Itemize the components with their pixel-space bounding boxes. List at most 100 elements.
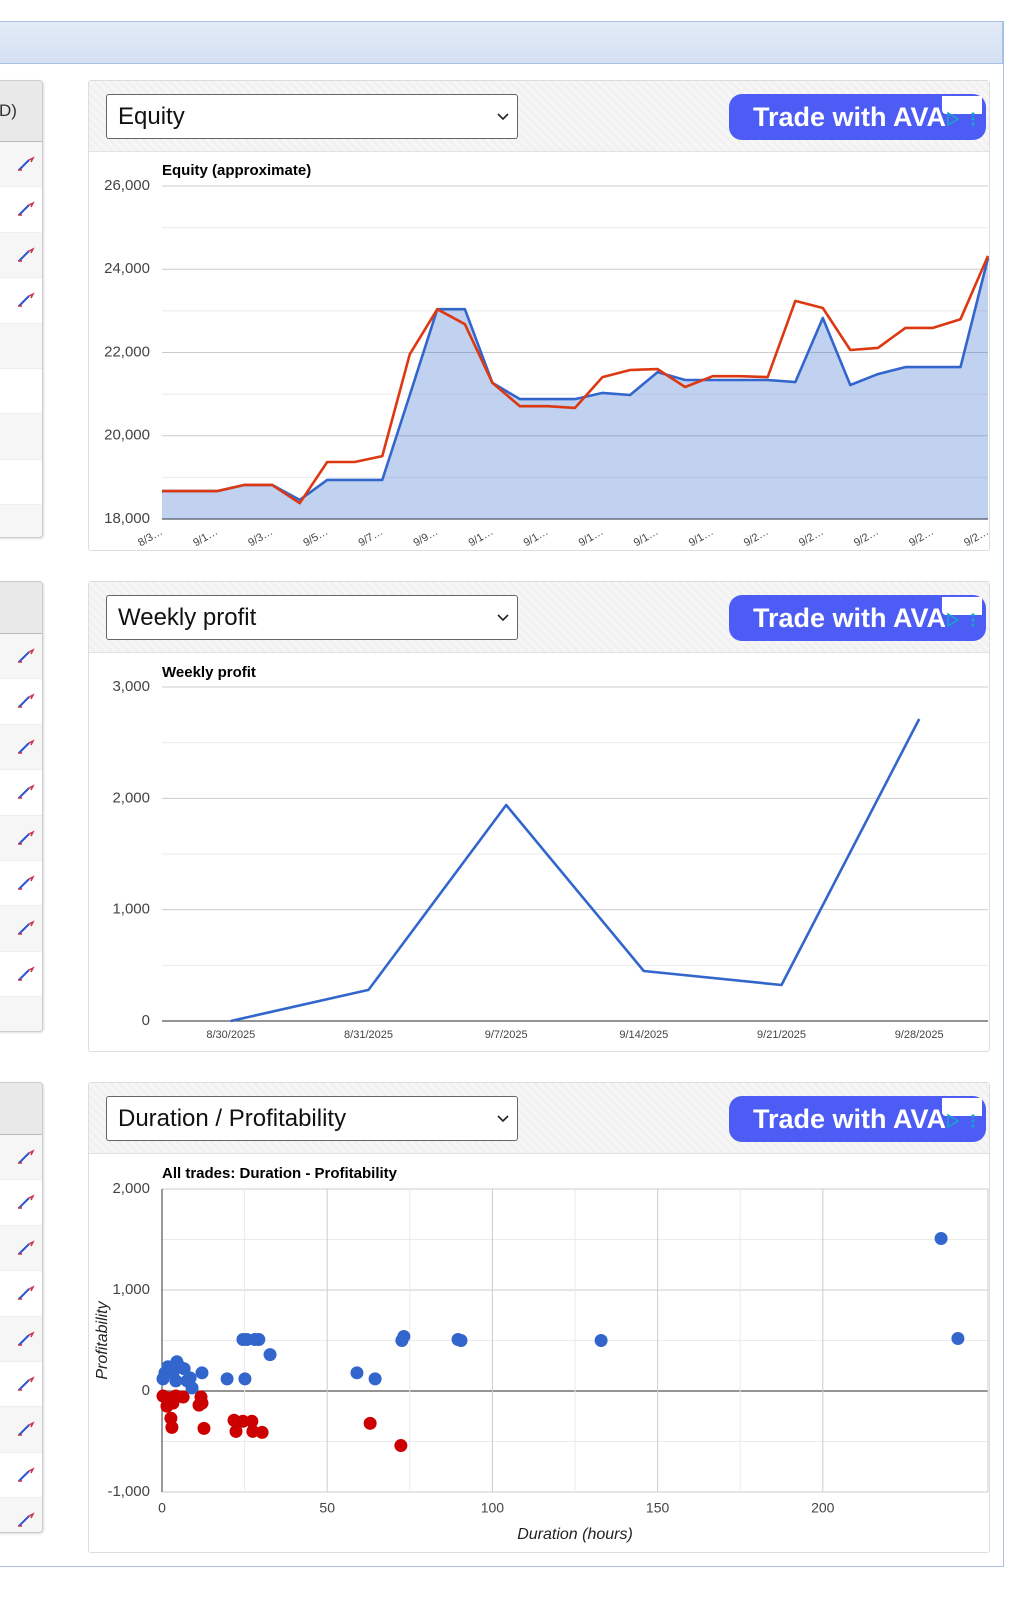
chart-select[interactable]: Equity (106, 94, 518, 139)
y-tick-label: 26,000 (104, 177, 150, 194)
area (162, 258, 988, 519)
point (220, 1372, 234, 1386)
edit-icon[interactable] (16, 247, 36, 263)
chart-title: Equity (approximate) (162, 162, 311, 179)
page-frame (0, 21, 1004, 1567)
point (185, 1381, 199, 1395)
point (165, 1420, 179, 1434)
y-tick-label: 1,000 (112, 1281, 150, 1298)
x-tick-label: 9/14/2025 (619, 1029, 668, 1041)
y-axis-title: Profitability (94, 1300, 111, 1379)
point (197, 1421, 211, 1435)
edit-icon[interactable] (16, 693, 36, 709)
point (951, 1331, 965, 1345)
point (368, 1372, 382, 1386)
select-text: Duration / Profitability (118, 1105, 347, 1132)
edit-icon[interactable] (16, 1467, 36, 1483)
x-tick-label: 9/2… (797, 526, 826, 550)
ad-button[interactable]: Trade with AVA (729, 94, 986, 140)
edit-icon[interactable] (16, 156, 36, 172)
table-row (0, 770, 42, 816)
table-row (0, 997, 42, 1031)
point (394, 1439, 408, 1453)
chart-select[interactable]: Weekly profit (106, 595, 518, 640)
x-tick-label: 9/2… (852, 526, 881, 550)
ad-choice-icons[interactable] (942, 110, 982, 128)
edit-icon[interactable] (16, 1194, 36, 1210)
ad-button[interactable]: Trade with AVA (729, 595, 986, 641)
edit-icon[interactable] (16, 1149, 36, 1165)
chart-title: All trades: Duration - Profitability (162, 1165, 398, 1182)
y-tick-label: 2,000 (112, 1180, 150, 1197)
table-row (0, 679, 42, 725)
chevron (497, 113, 509, 121)
x-tick-label: 8/30/2025 (206, 1029, 255, 1041)
y-tick-label: 22,000 (104, 343, 150, 360)
point (350, 1366, 364, 1380)
chart-title: Weekly profit (162, 664, 256, 681)
ad-choice-icons[interactable] (942, 1112, 982, 1130)
edit-icon[interactable] (16, 829, 36, 846)
line (230, 718, 921, 1023)
panel-header: Equity Trade with AVA (89, 81, 989, 152)
table-header (0, 582, 42, 634)
chart-panel: Duration / Profitability Trade with AVA (88, 1082, 990, 1553)
point (176, 1390, 190, 1404)
ad-choice-icons[interactable] (942, 611, 982, 629)
point (594, 1334, 608, 1347)
x-tick-label: 9/1… (522, 526, 551, 550)
x-tick-label: 9/28/2025 (895, 1029, 944, 1041)
table-row (0, 1271, 42, 1317)
y-tick-label: 3,000 (112, 678, 150, 695)
panel-header: Duration / Profitability Trade with AVA (89, 1083, 989, 1154)
line (162, 257, 990, 502)
point (236, 1414, 250, 1428)
edit-icon[interactable] (16, 920, 36, 936)
x-tick-label: 8/3… (136, 526, 165, 550)
table-header: D) (0, 81, 42, 142)
edit-icon[interactable] (16, 648, 36, 664)
edit-icon[interactable] (16, 1330, 36, 1347)
edit-icon[interactable] (16, 1285, 36, 1301)
edit-icon[interactable] (16, 292, 36, 308)
table-row (0, 906, 42, 952)
table-row (0, 505, 42, 537)
point (169, 1374, 183, 1388)
left-table: D) (0, 80, 43, 538)
line (162, 255, 990, 505)
edit-icon[interactable] (16, 201, 36, 217)
x-tick-label: 9/1… (632, 526, 661, 550)
point (229, 1424, 243, 1438)
table-row (0, 232, 42, 279)
select-text: Equity (118, 103, 185, 130)
edit-icon[interactable] (16, 1421, 36, 1437)
x-axis-title: Duration (hours) (517, 1526, 633, 1543)
edit-icon[interactable] (16, 739, 36, 755)
table-row (0, 952, 42, 998)
table-row (0, 1225, 42, 1272)
point (183, 1371, 197, 1385)
table-body (0, 634, 42, 1031)
y-tick-label: 18,000 (104, 510, 150, 527)
table-row (0, 1407, 42, 1453)
x-tick-label: 9/7/2025 (485, 1029, 528, 1041)
x-tick-label: 9/1… (687, 526, 716, 550)
x-tick-label: 50 (319, 1500, 335, 1516)
table-row (0, 1362, 42, 1408)
point (363, 1416, 377, 1430)
table-row (0, 278, 42, 324)
point (195, 1366, 209, 1380)
point (397, 1329, 411, 1343)
edit-icon[interactable] (16, 1512, 36, 1528)
edit-icon[interactable] (16, 1240, 36, 1256)
ad-button[interactable]: Trade with AVA (729, 1096, 986, 1142)
edit-icon[interactable] (16, 875, 36, 891)
edit-icon[interactable] (16, 784, 36, 800)
edit-icon[interactable] (16, 966, 36, 982)
edit-icon[interactable] (16, 1376, 36, 1392)
table-row (0, 1316, 42, 1362)
point (263, 1348, 277, 1362)
chart-select[interactable]: Duration / Profitability (106, 1096, 518, 1141)
